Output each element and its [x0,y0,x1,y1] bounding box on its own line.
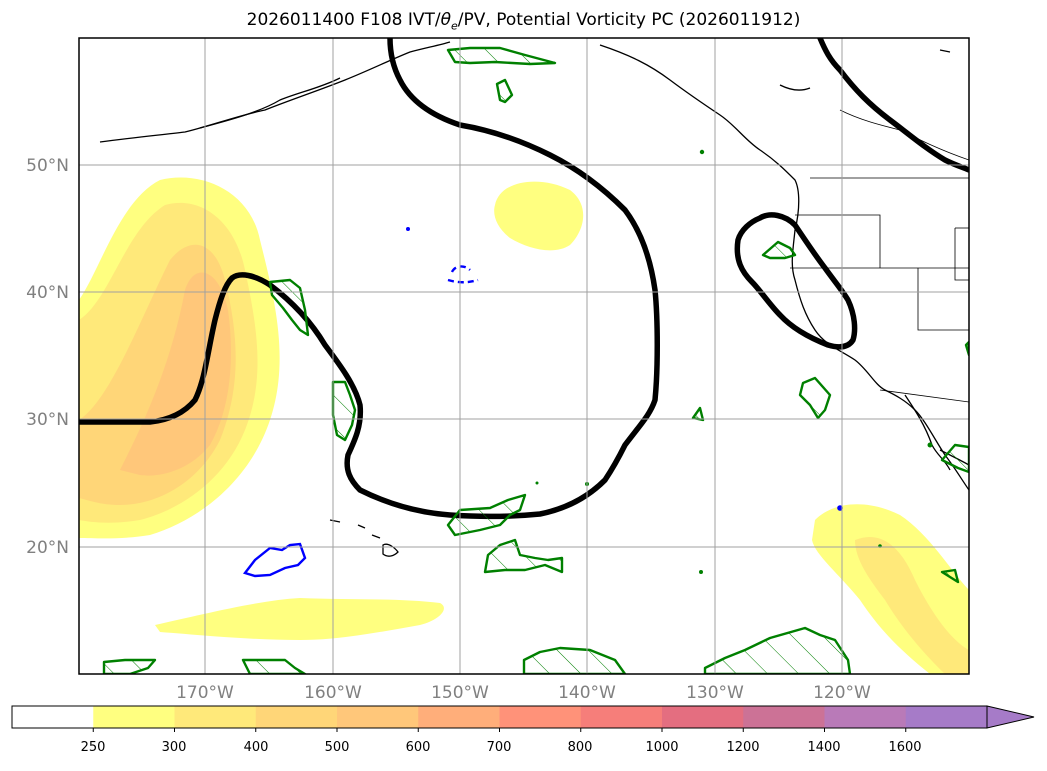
pv-positive-contours [102,46,969,674]
colorbar-segment [337,706,419,728]
map-title: 2026011400 F108 IVT/θe/PV, Potential Vor… [246,10,801,33]
pv-negative-dots [406,227,843,511]
lat-label-40: 40°N [26,283,69,303]
lon-label-140w: 140°W [558,683,616,703]
colorbar-tick-label: 250 [81,740,106,755]
colorbar-segment [743,706,825,728]
ivt-shading-west [79,177,280,539]
lon-label-160w: 160°W [304,683,362,703]
colorbar-tick-label: 300 [162,740,187,755]
lon-label-150w: 150°W [431,683,489,703]
colorbar-tick-label: 800 [568,740,593,755]
state-borders [790,109,969,403]
gridlines [79,38,969,674]
colorbar-segment [499,706,582,728]
colorbar-segment [905,706,988,728]
colorbar-segment [662,706,744,728]
longitude-labels: 170°W 160°W 150°W 140°W 130°W 120°W [176,683,871,703]
colorbar-segment [12,706,94,728]
lat-label-20: 20°N [26,538,69,558]
ivt-shading-center [494,181,584,251]
lon-label-120w: 120°W [813,683,871,703]
lon-label-170w: 170°W [176,683,234,703]
colorbar-segment [255,706,338,728]
colorbar-tick-label: 600 [406,740,431,755]
latitude-labels: 50°N 40°N 30°N 20°N [26,156,69,558]
colorbar-tick-label: 1000 [645,740,678,755]
lat-label-50: 50°N [26,156,69,176]
colorbar-tick-label: 700 [487,740,512,755]
colorbar-tick-label: 1400 [807,740,840,755]
colorbar-tick-label: 1600 [888,740,921,755]
colorbar-tick-label: 500 [325,740,350,755]
colorbar-tick-label: 400 [244,740,269,755]
colorbar-segment [174,706,257,728]
colorbar-tick-label: 1200 [726,740,759,755]
lat-label-30: 30°N [26,410,69,430]
ivt-shading-south [155,598,444,640]
colorbar-segment [580,706,663,728]
lon-label-130w: 130°W [686,683,744,703]
map-frame [78,37,970,675]
colorbar-segment [93,706,175,728]
colorbar-segment [418,706,500,728]
colorbar-extend-arrow [986,705,1035,729]
colorbar-segment [824,706,907,728]
colorbar: 250 300 400 500 600 700 800 1000 1200 14… [11,705,1035,755]
